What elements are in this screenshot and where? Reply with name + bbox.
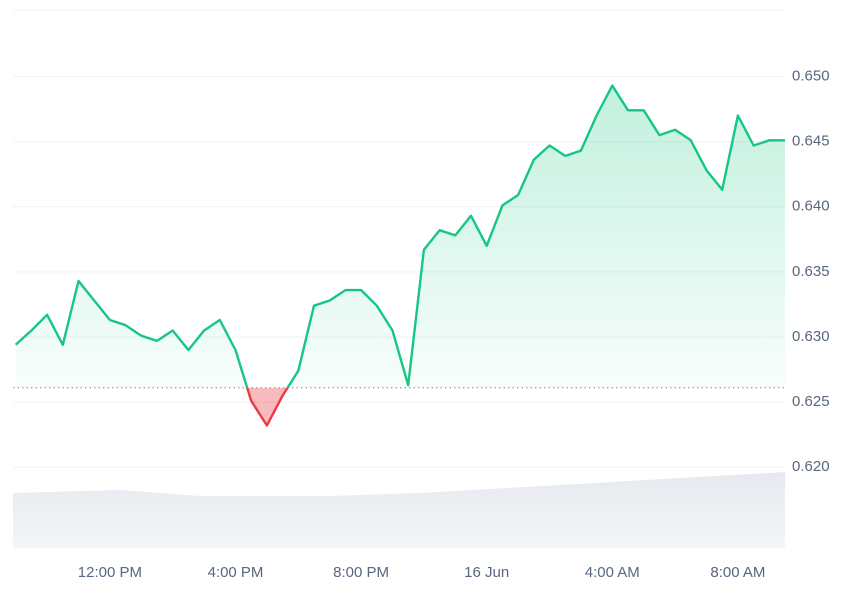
x-tick-label: 8:00 AM [710, 564, 765, 581]
x-tick-label: 16 Jun [464, 564, 509, 581]
y-tick-label: 0.635 [792, 263, 830, 280]
x-tick-label: 12:00 PM [78, 564, 142, 581]
y-tick-label: 0.625 [792, 393, 830, 410]
x-tick-label: 4:00 PM [208, 564, 264, 581]
y-tick-label: 0.640 [792, 198, 830, 215]
y-tick-label: 0.650 [792, 67, 830, 84]
x-tick-label: 8:00 PM [333, 564, 389, 581]
y-tick-label: 0.630 [792, 328, 830, 345]
volume-band [13, 472, 785, 548]
x-tick-label: 4:00 AM [585, 564, 640, 581]
y-tick-label: 0.645 [792, 133, 830, 150]
y-tick-label: 0.620 [792, 458, 830, 475]
price-line [14, 84, 785, 427]
area-fill [15, 85, 785, 426]
